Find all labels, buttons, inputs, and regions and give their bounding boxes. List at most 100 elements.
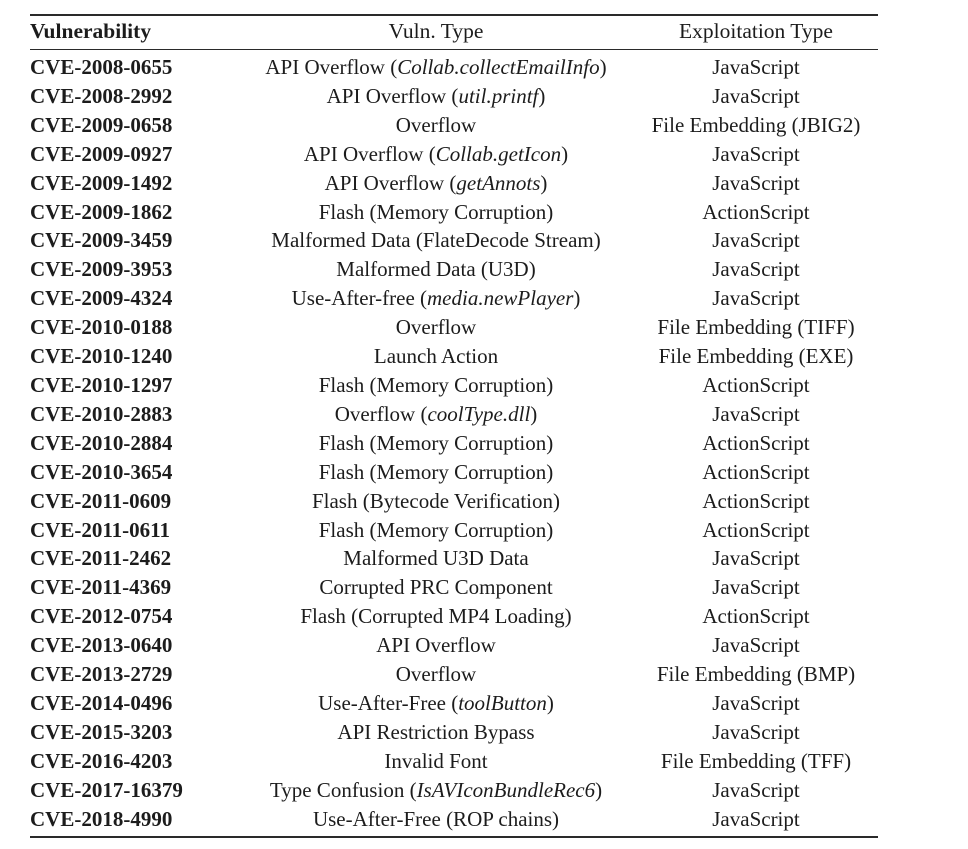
vuln-type-text: ) — [540, 170, 548, 195]
cve-id-cell: CVE-2010-1297 — [30, 372, 173, 397]
table-row: CVE-2013-2729 Overflow File Embedding (BMP… — [30, 660, 878, 689]
vuln-type-text: API Overflow ( — [326, 83, 459, 108]
exploitation-type-cell: JavaScript — [712, 55, 800, 79]
vuln-type-text: ) — [561, 141, 569, 166]
table-row: CVE-2010-1297 Flash (Memory Corruption) Ac… — [30, 371, 878, 400]
table-row: CVE-2009-4324 Use-After-free (media.newPl… — [30, 284, 878, 313]
table-row: CVE-2010-2883 Overflow (coolType.dll) Java… — [30, 400, 878, 429]
table-row: CVE-2010-3654 Flash (Memory Corruption) Ac… — [30, 458, 878, 487]
header-exploitation-type: Exploitation Type — [634, 15, 878, 50]
vuln-type-cell: Use-After-Free (ROP chains) — [238, 805, 634, 838]
vuln-type-text: ) — [530, 401, 538, 426]
vuln-type-api-name: Collab.collectEmailInfo — [397, 55, 600, 79]
vuln-type-cell: Flash (Bytecode Verification) — [238, 487, 634, 516]
vuln-type-cell: Overflow — [238, 313, 634, 342]
cve-id-cell: CVE-2010-1240 — [30, 344, 173, 369]
table-row: CVE-2009-1862 Flash (Memory Corruption) Ac… — [30, 198, 878, 227]
vuln-type-text: ) — [546, 690, 554, 715]
vuln-type-text: Flash (Memory Corruption) — [318, 517, 554, 542]
vuln-type-text: Launch Action — [373, 344, 499, 369]
vuln-type-api-name: media.newPlayer — [427, 286, 574, 311]
cve-id-cell: CVE-2016-4203 — [30, 748, 173, 773]
cve-id-cell: CVE-2008-2992 — [30, 83, 173, 108]
vuln-type-api-name: IsAVIconBundleRec6 — [416, 777, 596, 802]
exploitation-type-cell: JavaScript — [712, 286, 800, 311]
vuln-type-api-name: util.printf — [458, 83, 539, 108]
vuln-type-text: ) — [538, 83, 546, 108]
vuln-type-text: Overflow — [395, 112, 477, 137]
cve-id-cell: CVE-2008-0655 — [30, 55, 173, 79]
vuln-type-cell: Flash (Memory Corruption) — [238, 429, 634, 458]
vuln-type-text: Invalid Font — [384, 748, 488, 773]
table-row: CVE-2011-2462 Malformed U3D Data JavaScrip… — [30, 544, 878, 573]
cve-id-cell: CVE-2009-0658 — [30, 112, 173, 137]
cve-id-cell: CVE-2010-2883 — [30, 401, 173, 426]
vuln-type-api-name: getAnnots — [456, 170, 541, 195]
exploitation-type-cell: JavaScript — [712, 228, 800, 253]
vuln-type-cell: API Restriction Bypass — [238, 718, 634, 747]
vuln-type-text: API Overflow — [376, 633, 496, 658]
table-row: CVE-2010-2884 Flash (Memory Corruption) Ac… — [30, 429, 878, 458]
table-row: CVE-2011-4369 Corrupted PRC Component Java… — [30, 573, 878, 602]
vuln-type-text: Flash (Memory Corruption) — [318, 430, 554, 455]
exploitation-type-cell: File Embedding (TIFF) — [657, 315, 855, 340]
vuln-type-cell: Flash (Memory Corruption) — [238, 198, 634, 227]
exploitation-type-cell: JavaScript — [712, 719, 800, 744]
cve-id-cell: CVE-2011-4369 — [30, 575, 172, 600]
vuln-type-api-name: toolButton — [458, 690, 547, 715]
exploitation-type-cell: File Embedding (JBIG2) — [651, 112, 861, 137]
exploitation-type-cell: JavaScript — [712, 777, 800, 802]
vuln-type-text: API Overflow ( — [303, 141, 436, 166]
exploitation-type-cell: JavaScript — [712, 575, 800, 600]
vuln-type-cell: Malformed U3D Data — [238, 544, 634, 573]
vuln-type-cell: Flash (Memory Corruption) — [238, 458, 634, 487]
exploitation-type-cell: ActionScript — [702, 488, 810, 513]
exploitation-type-cell: File Embedding (BMP) — [656, 662, 856, 687]
vuln-type-cell: API Overflow (Collab.collectEmailInfo) — [238, 50, 634, 82]
vuln-type-text: API Overflow ( — [324, 170, 457, 195]
vuln-type-text: API Restriction Bypass — [337, 719, 535, 744]
exploitation-type-cell: JavaScript — [712, 633, 800, 658]
vuln-type-cell: Flash (Memory Corruption) — [238, 371, 634, 400]
cve-id-cell: CVE-2010-0188 — [30, 315, 173, 340]
cve-id-cell: CVE-2014-0496 — [30, 690, 173, 715]
vuln-type-cell: Use-After-Free (toolButton) — [238, 689, 634, 718]
exploitation-type-cell: JavaScript — [712, 690, 800, 715]
vuln-type-text: Use-After-free ( — [291, 286, 428, 311]
vuln-type-text: Corrupted PRC Component — [319, 575, 553, 600]
table-header: Vulnerability Vuln. Type Exploitation Ty… — [30, 15, 878, 50]
cve-id-cell: CVE-2010-3654 — [30, 459, 173, 484]
vuln-type-cell: Malformed Data (FlateDecode Stream) — [238, 226, 634, 255]
exploitation-type-cell: ActionScript — [702, 199, 810, 224]
exploitation-type-cell: File Embedding (EXE) — [658, 344, 854, 369]
cve-id-cell: CVE-2015-3203 — [30, 719, 173, 744]
table-row: CVE-2009-3459 Malformed Data (FlateDecode… — [30, 226, 878, 255]
cve-id-cell: CVE-2017-16379 — [30, 777, 183, 802]
vuln-type-cell: Flash (Memory Corruption) — [238, 516, 634, 545]
vuln-type-text: ) — [573, 286, 581, 311]
vuln-type-cell: Corrupted PRC Component — [238, 573, 634, 602]
vuln-type-text: Flash (Corrupted MP4 Loading) — [300, 604, 572, 629]
cve-id-cell: CVE-2011-2462 — [30, 546, 172, 571]
vuln-type-cell: Overflow — [238, 111, 634, 140]
table-row: CVE-2008-0655 API Overflow (Collab.collec… — [30, 50, 878, 82]
exploitation-type-cell: JavaScript — [712, 83, 800, 108]
table-row: CVE-2011-0611 Flash (Memory Corruption) Ac… — [30, 516, 878, 545]
header-row: Vulnerability Vuln. Type Exploitation Ty… — [30, 15, 878, 50]
exploitation-type-cell: ActionScript — [702, 459, 810, 484]
table-row: CVE-2012-0754 Flash (Corrupted MP4 Loadin… — [30, 602, 878, 631]
cve-id-cell: CVE-2013-2729 — [30, 662, 173, 687]
header-vuln-type: Vuln. Type — [238, 15, 634, 50]
cve-id-cell: CVE-2009-1492 — [30, 170, 173, 195]
exploitation-type-cell: ActionScript — [702, 372, 810, 397]
vuln-type-text: Malformed Data (U3D) — [336, 257, 536, 282]
vuln-type-cell: Overflow (coolType.dll) — [238, 400, 634, 429]
table-row: CVE-2009-0927 API Overflow (Collab.getIco… — [30, 140, 878, 169]
vuln-type-text: Malformed Data (FlateDecode Stream) — [271, 228, 601, 253]
table-row: CVE-2017-16379 Type Confusion (IsAVIconBu… — [30, 776, 878, 805]
cve-id-cell: CVE-2010-2884 — [30, 430, 173, 455]
exploitation-type-cell: JavaScript — [712, 141, 800, 166]
table-row: CVE-2011-0609 Flash (Bytecode Verificatio… — [30, 487, 878, 516]
cve-id-cell: CVE-2009-4324 — [30, 286, 173, 311]
